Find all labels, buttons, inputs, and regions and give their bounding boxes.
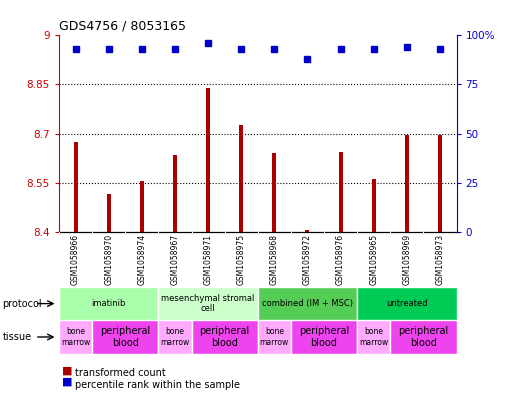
Text: GSM1058968: GSM1058968 (270, 233, 279, 285)
Bar (59, 287, 159, 320)
Text: GSM1058967: GSM1058967 (170, 233, 180, 285)
Bar (291, 320, 357, 354)
Bar (239, 125, 243, 232)
Bar (140, 181, 144, 232)
Text: GSM1058975: GSM1058975 (236, 233, 246, 285)
Text: combined (IM + MSC): combined (IM + MSC) (262, 299, 353, 308)
Bar (206, 88, 210, 232)
Text: GSM1058969: GSM1058969 (402, 233, 411, 285)
Text: GSM1058966: GSM1058966 (71, 233, 80, 285)
Text: peripheral
blood: peripheral blood (299, 326, 349, 348)
Text: untreated: untreated (386, 299, 428, 308)
Text: GDS4756 / 8053165: GDS4756 / 8053165 (59, 20, 186, 33)
Text: transformed count: transformed count (75, 368, 166, 378)
Text: bone
marrow: bone marrow (61, 327, 90, 347)
Text: imatinib: imatinib (91, 299, 126, 308)
Text: bone
marrow: bone marrow (260, 327, 289, 347)
Bar (73, 142, 77, 232)
Text: percentile rank within the sample: percentile rank within the sample (75, 380, 241, 390)
Text: GSM1058965: GSM1058965 (369, 233, 378, 285)
Text: peripheral
blood: peripheral blood (398, 326, 448, 348)
Text: GSM1058971: GSM1058971 (204, 233, 212, 285)
Bar (59, 320, 92, 354)
Bar (272, 153, 277, 232)
Bar (339, 152, 343, 232)
Bar (405, 135, 409, 232)
Text: tissue: tissue (3, 332, 32, 342)
Bar (357, 287, 457, 320)
Bar (357, 320, 390, 354)
Bar (438, 135, 442, 232)
Text: GSM1058976: GSM1058976 (336, 233, 345, 285)
Text: GSM1058970: GSM1058970 (104, 233, 113, 285)
Bar (258, 320, 291, 354)
Bar (305, 230, 309, 232)
Text: GSM1058974: GSM1058974 (137, 233, 146, 285)
Text: protocol: protocol (3, 299, 42, 309)
Bar (173, 155, 177, 232)
Text: ■: ■ (62, 377, 72, 387)
Text: peripheral
blood: peripheral blood (200, 326, 250, 348)
Bar (159, 320, 191, 354)
Text: peripheral
blood: peripheral blood (100, 326, 150, 348)
Bar (372, 180, 376, 232)
Text: ■: ■ (62, 365, 72, 375)
Bar (258, 287, 357, 320)
Bar (92, 320, 159, 354)
Bar (390, 320, 457, 354)
Text: GSM1058972: GSM1058972 (303, 233, 312, 285)
Bar (191, 320, 258, 354)
Bar (159, 287, 258, 320)
Text: mesenchymal stromal
cell: mesenchymal stromal cell (162, 294, 255, 313)
Text: bone
marrow: bone marrow (359, 327, 388, 347)
Text: GSM1058973: GSM1058973 (436, 233, 444, 285)
Text: bone
marrow: bone marrow (161, 327, 190, 347)
Bar (107, 194, 111, 232)
